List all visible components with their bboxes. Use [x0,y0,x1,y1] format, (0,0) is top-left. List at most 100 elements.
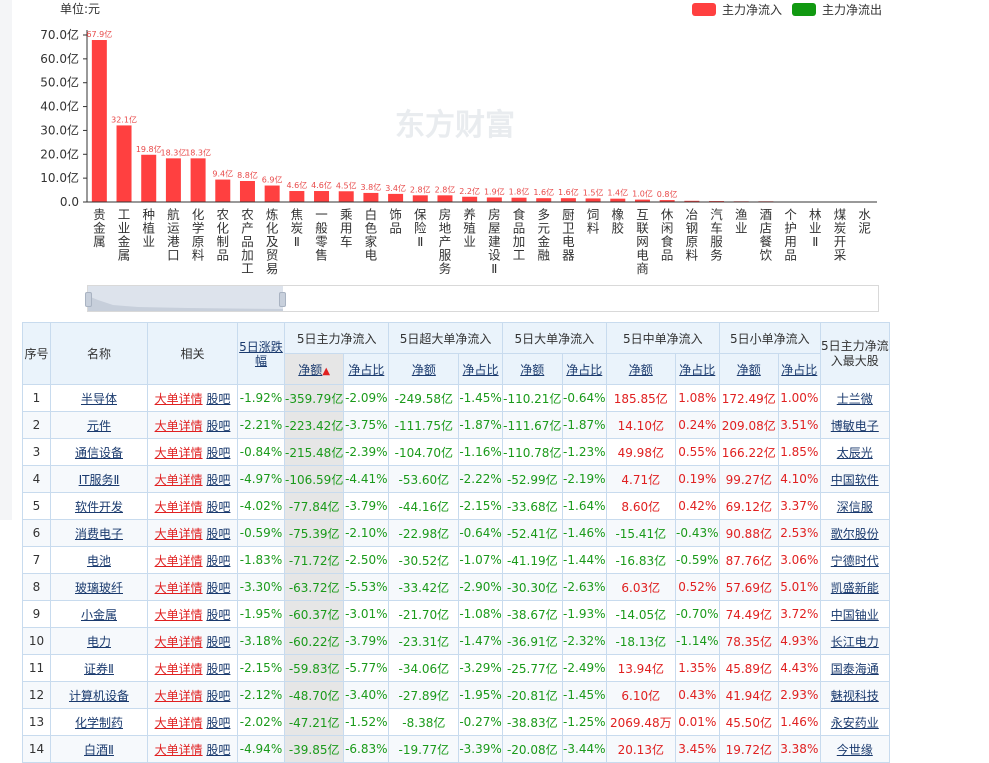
cell-sector-name[interactable]: 电池 [50,546,148,574]
stock-forum-link[interactable]: 股吧 [206,715,231,730]
stock-forum-link[interactable]: 股吧 [206,607,231,622]
header-super-amount[interactable]: 净额 [388,353,460,385]
range-slider-selection[interactable] [88,286,283,311]
cell-sector-name[interactable]: 电力 [50,627,148,655]
cell-sector-name-link[interactable]: 电力 [86,634,111,649]
cell-top-stock-link[interactable]: 中国铀业 [830,607,879,622]
header-medium-amount[interactable]: 净额 [605,353,676,385]
bar[interactable] [412,195,428,202]
bar[interactable] [511,197,527,202]
bar[interactable] [462,196,478,202]
header-large-amount-label[interactable]: 净额 [520,362,545,377]
bar[interactable] [289,191,305,202]
cell-top-stock-link[interactable]: 太辰光 [836,445,873,460]
cell-top-stock-link[interactable]: 宁德时代 [830,553,879,568]
bar[interactable] [560,198,576,202]
header-large-ratio[interactable]: 净占比 [561,353,607,385]
cell-top-stock[interactable]: 今世缘 [819,735,890,763]
cell-sector-name[interactable]: 半导体 [50,384,148,412]
bar[interactable] [634,199,650,202]
bar[interactable] [437,195,453,202]
bar[interactable] [486,197,502,202]
header-medium-ratio-label[interactable]: 净占比 [679,362,716,377]
bar[interactable] [610,198,626,202]
stock-forum-link[interactable]: 股吧 [206,634,231,649]
header-change-5d[interactable]: 5日涨跌幅 [237,322,285,385]
bar[interactable] [91,40,107,203]
header-super-amount-label[interactable]: 净额 [411,362,436,377]
stock-forum-link[interactable]: 股吧 [206,553,231,568]
cell-top-stock[interactable]: 博敏电子 [819,411,890,439]
cell-top-stock[interactable]: 中国铀业 [819,600,890,628]
legend-inflow[interactable]: 主力净流入 [692,1,782,18]
stock-forum-link[interactable]: 股吧 [206,445,231,460]
cell-top-stock-link[interactable]: 长江电力 [830,634,879,649]
header-main-ratio[interactable]: 净占比 [343,353,390,385]
cell-sector-name[interactable]: 化学制药 [50,708,148,736]
cell-top-stock[interactable]: 歌尔股份 [819,519,890,547]
big-order-detail-link[interactable]: 大单详情 [154,391,203,406]
bar[interactable] [659,200,675,202]
cell-top-stock-link[interactable]: 国泰海通 [830,661,879,676]
header-small-ratio[interactable]: 净占比 [777,353,821,385]
range-slider-right-handle[interactable] [279,292,286,307]
header-medium-amount-label[interactable]: 净额 [628,362,653,377]
cell-sector-name[interactable]: 软件开发 [50,492,148,520]
header-main-amount-sorted[interactable]: 净额▲ [283,353,345,385]
cell-sector-name-link[interactable]: 白酒Ⅱ [84,742,114,757]
cell-top-stock[interactable]: 凯盛新能 [819,573,890,601]
cell-sector-name-link[interactable]: 消费电子 [74,526,123,541]
cell-sector-name[interactable]: IT服务Ⅱ [50,465,148,493]
bar[interactable] [239,181,255,202]
big-order-detail-link[interactable]: 大单详情 [154,661,203,676]
cell-sector-name-link[interactable]: 化学制药 [74,715,123,730]
bar[interactable] [190,158,206,202]
big-order-detail-link[interactable]: 大单详情 [154,445,203,460]
stock-forum-link[interactable]: 股吧 [206,418,231,433]
bar[interactable] [165,158,181,202]
cell-top-stock[interactable]: 深信服 [819,492,890,520]
cell-sector-name[interactable]: 计算机设备 [50,681,148,709]
header-large-ratio-label[interactable]: 净占比 [566,362,603,377]
cell-top-stock[interactable]: 中国软件 [819,465,890,493]
cell-sector-name-link[interactable]: IT服务Ⅱ [78,472,120,487]
stock-forum-link[interactable]: 股吧 [206,580,231,595]
big-order-detail-link[interactable]: 大单详情 [154,607,203,622]
stock-forum-link[interactable]: 股吧 [206,661,231,676]
cell-sector-name-link[interactable]: 半导体 [80,391,117,406]
cell-sector-name-link[interactable]: 通信设备 [74,445,123,460]
big-order-detail-link[interactable]: 大单详情 [154,580,203,595]
big-order-detail-link[interactable]: 大单详情 [154,526,203,541]
cell-top-stock-link[interactable]: 士兰微 [836,391,873,406]
stock-forum-link[interactable]: 股吧 [206,526,231,541]
cell-sector-name-link[interactable]: 小金属 [80,607,117,622]
bar[interactable] [363,192,379,202]
cell-sector-name[interactable]: 元件 [50,411,148,439]
cell-top-stock[interactable]: 宁德时代 [819,546,890,574]
cell-sector-name-link[interactable]: 玻璃玻纤 [74,580,123,595]
cell-top-stock[interactable]: 士兰微 [819,384,890,412]
bar[interactable] [338,191,354,202]
bar[interactable] [388,193,404,202]
header-small-ratio-label[interactable]: 净占比 [781,362,818,377]
header-main-ratio-label[interactable]: 净占比 [348,362,385,377]
big-order-detail-link[interactable]: 大单详情 [154,715,203,730]
cell-top-stock[interactable]: 国泰海通 [819,654,890,682]
bar[interactable] [585,198,601,202]
cell-sector-name-link[interactable]: 电池 [86,553,111,568]
cell-sector-name[interactable]: 白酒Ⅱ [50,735,148,763]
cell-sector-name[interactable]: 玻璃玻纤 [50,573,148,601]
bar[interactable] [141,154,157,202]
header-small-amount[interactable]: 净额 [718,353,779,385]
header-large-amount[interactable]: 净额 [501,353,563,385]
bar[interactable] [116,125,132,202]
header-change-5d-label[interactable]: 5日涨跌幅 [239,339,283,368]
cell-sector-name-link[interactable]: 证券Ⅱ [84,661,114,676]
cell-top-stock[interactable]: 永安药业 [819,708,890,736]
big-order-detail-link[interactable]: 大单详情 [154,553,203,568]
header-main-amount-label[interactable]: 净额 [298,362,323,377]
cell-sector-name[interactable]: 小金属 [50,600,148,628]
bar[interactable] [314,191,330,202]
range-slider-left-handle[interactable] [85,292,92,307]
big-order-detail-link[interactable]: 大单详情 [154,499,203,514]
